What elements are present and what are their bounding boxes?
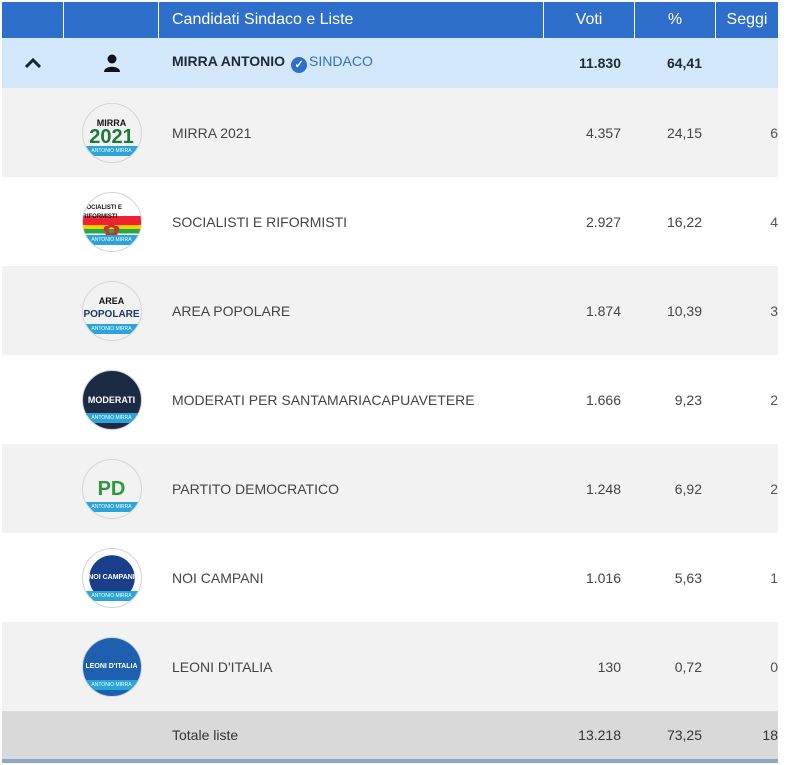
party-logo-icon: SOCIALISTI E RIFORMISTI ✿ ANTONIO MIRRA xyxy=(81,191,142,252)
list-name: PARTITO DEMOCRATICO xyxy=(172,480,339,497)
header-seats: Seggi xyxy=(726,11,768,28)
list-seats: 3 xyxy=(770,302,778,319)
person-icon xyxy=(103,54,120,72)
table-header: Candidati Sindaco e Liste Voti % Seggi xyxy=(2,2,778,38)
list-name: AREA POPOLARE xyxy=(172,302,291,319)
list-name: MIRRA 2021 xyxy=(172,124,252,141)
list-percent: 9,23 xyxy=(674,391,702,408)
list-row: PD ANTONIO MIRRA PARTITO DEMOCRATICO 1.24… xyxy=(2,444,778,533)
list-votes: 1.874 xyxy=(585,302,621,319)
header-icon-col xyxy=(64,2,159,38)
list-name: MODERATI PER SANTAMARIACAPUAVETERE xyxy=(172,391,475,408)
party-logo-icon: PD ANTONIO MIRRA xyxy=(81,458,142,519)
list-seats: 2 xyxy=(770,480,778,497)
candidate-name: MIRRA ANTONIO xyxy=(172,53,286,69)
list-name: NOI CAMPANI xyxy=(172,569,264,586)
collapse-cell[interactable] xyxy=(2,52,64,74)
list-seats: 6 xyxy=(770,124,778,141)
total-votes: 13.218 xyxy=(578,727,621,743)
party-logo-icon: LEONI D'ITALIA ANTONIO MIRRA xyxy=(81,636,142,697)
list-votes: 1.248 xyxy=(585,480,621,497)
total-row: Totale liste 13.218 73,25 18 xyxy=(2,711,778,759)
candidate-name-cell: MIRRA ANTONIO ✓ SINDACO xyxy=(159,53,544,73)
list-percent: 0,72 xyxy=(674,658,702,675)
list-row: MODERATI ANTONIO MIRRA MODERATI PER SANTA… xyxy=(2,355,778,444)
list-row: NOI CAMPANI ANTONIO MIRRA NOI CAMPANI 1.0… xyxy=(2,533,778,622)
list-row: AREA POPOLARE ANTONIO MIRRA AREA POPOLARE … xyxy=(2,266,778,355)
header-candidates: Candidati Sindaco e Liste xyxy=(159,2,544,38)
table-bottom-border xyxy=(2,759,778,763)
list-votes: 130 xyxy=(597,658,621,675)
list-seats: 2 xyxy=(770,391,778,408)
candidate-icon-cell xyxy=(64,53,159,73)
list-name: LEONI D'ITALIA xyxy=(172,658,273,675)
list-percent: 10,39 xyxy=(666,302,702,319)
candidate-role: SINDACO xyxy=(309,53,373,69)
list-name: SOCIALISTI E RIFORMISTI xyxy=(172,213,348,230)
party-logo-icon: MIRRA 2021 ANTONIO MIRRA xyxy=(81,102,142,163)
list-percent: 16,22 xyxy=(666,213,702,230)
list-votes: 1.666 xyxy=(585,391,621,408)
header-percent: % xyxy=(635,2,716,38)
candidate-row[interactable]: MIRRA ANTONIO ✓ SINDACO 11.830 64,41 xyxy=(2,38,778,88)
list-seats: 4 xyxy=(770,213,778,230)
header-toggle-col xyxy=(2,2,64,38)
list-seats: 1 xyxy=(770,569,778,586)
total-percent: 73,25 xyxy=(666,727,702,743)
party-logo-icon: MODERATI ANTONIO MIRRA xyxy=(81,369,142,430)
candidate-percent: 64,41 xyxy=(666,55,702,71)
list-row: SOCIALISTI E RIFORMISTI ✿ ANTONIO MIRRA SO… xyxy=(2,177,778,266)
list-votes: 1.016 xyxy=(585,569,621,586)
chevron-up-icon[interactable] xyxy=(22,52,44,74)
header-votes: Voti xyxy=(544,2,635,38)
list-seats: 0 xyxy=(770,658,778,675)
list-row: MIRRA 2021 ANTONIO MIRRA MIRRA 2021 4.357 … xyxy=(2,88,778,177)
total-label: Totale liste xyxy=(172,727,239,743)
list-votes: 2.927 xyxy=(585,213,621,230)
list-row: LEONI D'ITALIA ANTONIO MIRRA LEONI D'ITAL… xyxy=(2,622,778,711)
list-percent: 24,15 xyxy=(666,124,702,141)
list-percent: 6,92 xyxy=(674,480,702,497)
results-table: Candidati Sindaco e Liste Voti % Seggi M… xyxy=(2,2,778,759)
check-badge-icon: ✓ xyxy=(291,57,308,73)
party-logo-icon: AREA POPOLARE ANTONIO MIRRA xyxy=(81,280,142,341)
list-votes: 4.357 xyxy=(585,124,621,141)
candidate-votes: 11.830 xyxy=(578,55,621,71)
list-percent: 5,63 xyxy=(674,569,702,586)
party-logo-icon: NOI CAMPANI ANTONIO MIRRA xyxy=(81,547,142,608)
total-seats: 18 xyxy=(762,727,778,743)
